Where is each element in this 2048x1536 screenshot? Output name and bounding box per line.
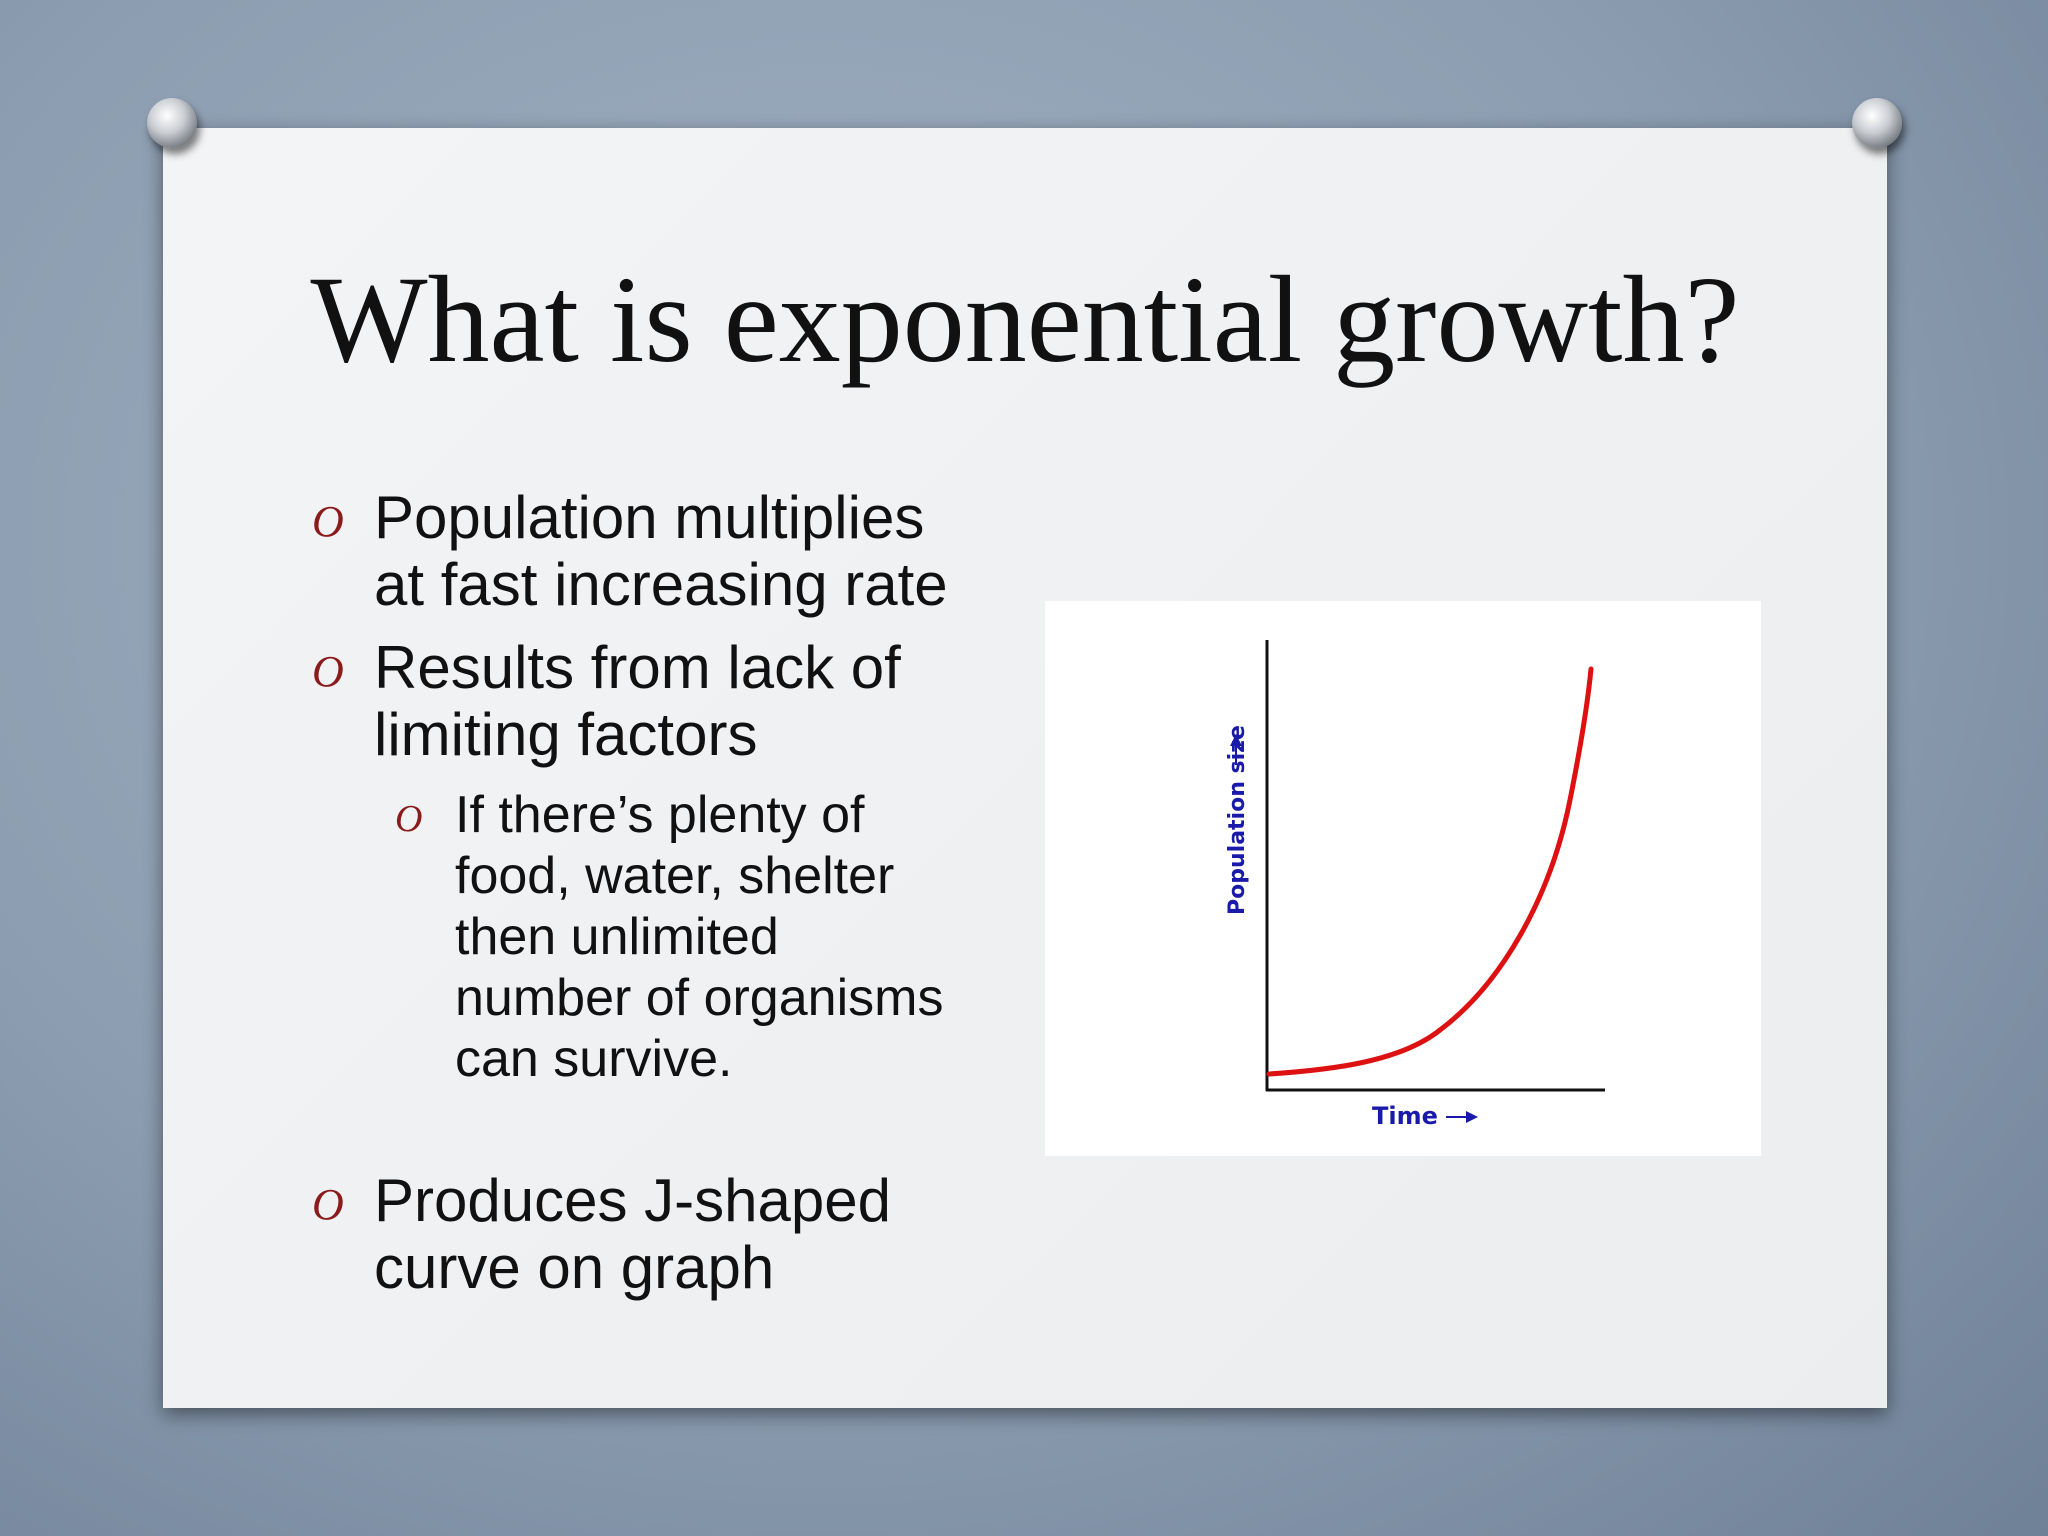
slide-title: What is exponential growth?	[310, 251, 1740, 388]
bullet: O Results from lack of limiting factors	[312, 634, 984, 768]
bullet: O Population multiplies at fast increasi…	[312, 484, 984, 618]
bullet-text: Produces J-shaped curve on graph	[374, 1167, 891, 1301]
bullet-marker: O	[312, 497, 344, 546]
figure	[1045, 601, 1761, 1156]
bullet-text: If there’s plenty of food, water, shelte…	[455, 786, 944, 1088]
bullet-marker: O	[312, 1180, 344, 1229]
y-axis-label: Population size	[1225, 725, 1250, 915]
arrowhead	[1230, 734, 1242, 746]
sub-bullet: O If there’s plenty of food, water, shel…	[395, 785, 955, 1090]
bullet-text: Results from lack of limiting factors	[374, 634, 901, 768]
bullet: O Produces J-shaped curve on graph	[312, 1167, 984, 1301]
bullet-marker: O	[312, 647, 344, 696]
arrowhead	[1466, 1111, 1478, 1123]
bullet-marker: O	[395, 798, 423, 840]
pin	[1852, 98, 1902, 148]
x-axis-label: Time	[1372, 1102, 1438, 1130]
pin	[147, 98, 197, 148]
bullet-text: Population multiplies at fast increasing…	[374, 484, 948, 618]
j-curve	[1266, 666, 1594, 1077]
